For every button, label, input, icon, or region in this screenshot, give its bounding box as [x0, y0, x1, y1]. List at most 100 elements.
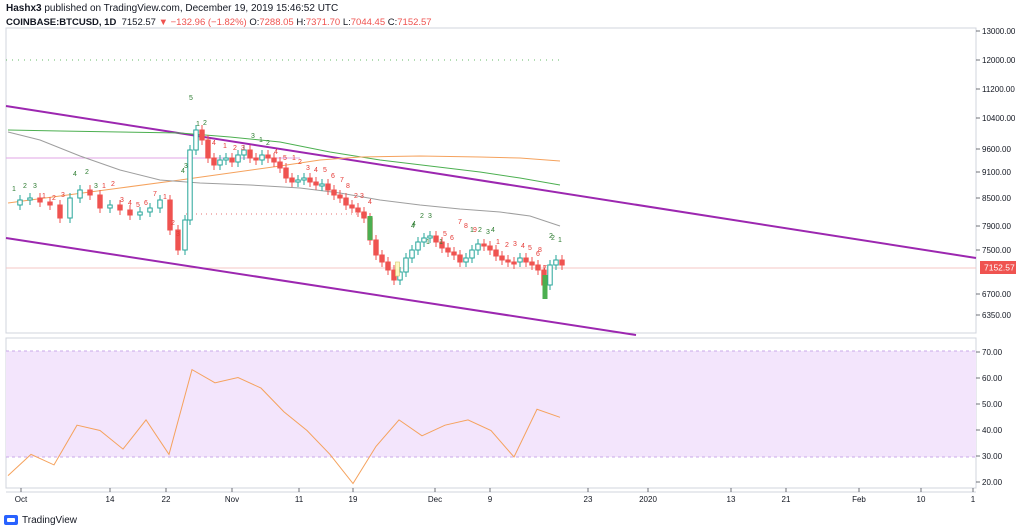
candle[interactable]: [283, 167, 289, 179]
candle[interactable]: [361, 211, 367, 219]
candle[interactable]: [253, 157, 259, 161]
channel-lower-line[interactable]: [5, 237, 637, 336]
candle[interactable]: [505, 259, 511, 263]
candle[interactable]: [523, 257, 529, 263]
candle[interactable]: [47, 201, 53, 206]
highlight-candle[interactable]: [395, 261, 400, 277]
candle[interactable]: [223, 157, 229, 161]
candle[interactable]: [319, 183, 325, 187]
candle[interactable]: [57, 204, 63, 219]
candle[interactable]: [87, 189, 93, 196]
candle[interactable]: [17, 199, 23, 206]
candle[interactable]: [427, 235, 433, 239]
candle[interactable]: [469, 249, 475, 259]
candle[interactable]: [499, 255, 505, 261]
candle[interactable]: [313, 181, 319, 186]
tradingview-brand[interactable]: TradingView: [22, 514, 78, 526]
candle[interactable]: [301, 177, 307, 181]
candle[interactable]: [553, 259, 559, 266]
candle[interactable]: [475, 243, 481, 251]
candle[interactable]: [373, 239, 379, 256]
candle[interactable]: [517, 257, 523, 263]
candle[interactable]: [415, 241, 421, 251]
candle[interactable]: [307, 177, 313, 183]
price-tick-label: 9100.00: [982, 168, 1011, 177]
highlight-candle[interactable]: [367, 216, 373, 240]
price-pane[interactable]: [5, 27, 977, 334]
candle[interactable]: [559, 259, 565, 266]
candle[interactable]: [421, 237, 427, 243]
candle[interactable]: [451, 251, 457, 256]
candle[interactable]: [182, 219, 188, 251]
candle[interactable]: [343, 197, 349, 206]
candle[interactable]: [433, 235, 439, 243]
candle[interactable]: [511, 261, 517, 265]
candle[interactable]: [175, 229, 181, 251]
td-green-label: 5: [189, 95, 193, 102]
highlight-candle[interactable]: [542, 275, 548, 299]
candle[interactable]: [259, 154, 265, 161]
channel-upper-line[interactable]: [5, 105, 977, 259]
candle[interactable]: [187, 149, 193, 221]
candle[interactable]: [289, 177, 295, 183]
candle[interactable]: [385, 261, 391, 271]
candle[interactable]: [67, 197, 73, 219]
candle[interactable]: [265, 154, 271, 159]
low-label: L:: [342, 17, 351, 28]
candle[interactable]: [77, 189, 83, 199]
candle[interactable]: [379, 254, 385, 263]
candle[interactable]: [117, 204, 123, 211]
candle[interactable]: [547, 264, 553, 286]
candle[interactable]: [529, 261, 535, 266]
candle[interactable]: [403, 257, 409, 273]
candle[interactable]: [331, 189, 337, 196]
candle[interactable]: [277, 161, 283, 169]
candle[interactable]: [337, 194, 343, 199]
candle[interactable]: [535, 264, 541, 271]
td-red-label: 6: [331, 173, 335, 180]
candle[interactable]: [409, 249, 415, 259]
candle[interactable]: [349, 204, 355, 209]
rsi-axis[interactable]: 70.00 60.00 50.00 40.00 30.00 20.00: [976, 348, 1003, 487]
candle[interactable]: [97, 194, 103, 209]
candle[interactable]: [37, 197, 43, 203]
candle[interactable]: [167, 199, 173, 231]
td-green-label: 3: [33, 183, 37, 190]
candle[interactable]: [271, 157, 277, 163]
candle[interactable]: [157, 199, 163, 209]
candle[interactable]: [247, 149, 253, 159]
candle[interactable]: [205, 139, 211, 159]
candle[interactable]: [295, 179, 301, 183]
candle[interactable]: [241, 149, 247, 156]
td-red-label: 5: [323, 167, 327, 174]
candle[interactable]: [217, 159, 223, 166]
td-green-label: 2: [478, 227, 482, 234]
time-axis[interactable]: Oct 14 22 Nov 11 19 Dec 9 23 2020 13 21 Feb 10 1: [6, 488, 976, 504]
symbol-label[interactable]: COINBASE:BTCUSD, 1D: [6, 17, 117, 28]
candle[interactable]: [445, 247, 451, 253]
candle[interactable]: [147, 207, 153, 213]
candle[interactable]: [229, 157, 235, 163]
candle[interactable]: [493, 249, 499, 257]
candle[interactable]: [107, 204, 113, 209]
candle[interactable]: [211, 157, 217, 166]
candle[interactable]: [457, 254, 463, 263]
candle[interactable]: [193, 129, 199, 151]
price-axis[interactable]: 13000.00 12000.00 11200.00 10400.00 9600.00 9…: [976, 27, 1016, 320]
candle[interactable]: [355, 207, 361, 213]
time-tick-label: 21: [782, 495, 791, 504]
candle[interactable]: [127, 209, 133, 216]
candle[interactable]: [481, 243, 487, 247]
td-green-label: 2: [420, 213, 424, 220]
candle[interactable]: [325, 183, 331, 191]
author-name[interactable]: Hashx3: [6, 3, 42, 14]
candle[interactable]: [463, 257, 469, 263]
candle[interactable]: [439, 241, 445, 249]
candle[interactable]: [487, 245, 493, 251]
candle[interactable]: [199, 129, 205, 141]
candle[interactable]: [137, 211, 143, 216]
candle[interactable]: [27, 197, 33, 201]
candle[interactable]: [235, 154, 241, 163]
